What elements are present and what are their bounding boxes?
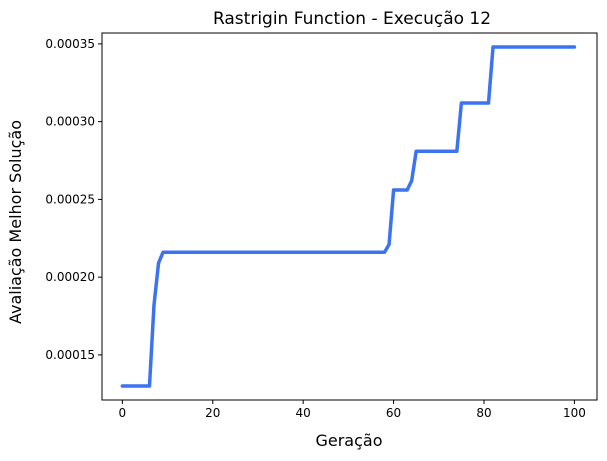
y-tick-label: 0.00015 bbox=[45, 348, 95, 362]
plot-background bbox=[102, 33, 597, 400]
x-tick-label: 40 bbox=[296, 406, 311, 420]
y-tick-label: 0.00020 bbox=[45, 270, 95, 284]
y-axis: 0.00015 0.00020 0.00025 0.00030 0.00035 bbox=[45, 37, 102, 362]
x-tick-label: 0 bbox=[119, 406, 127, 420]
x-axis: 0 20 40 60 80 100 bbox=[119, 400, 586, 420]
x-tick-label: 100 bbox=[563, 406, 586, 420]
x-tick-label: 60 bbox=[386, 406, 401, 420]
y-tick-label: 0.00035 bbox=[45, 37, 95, 51]
y-tick-label: 0.00025 bbox=[45, 192, 95, 206]
plot-area: 0 20 40 60 80 100 0.00015 0.00020 0.00025 0.0003… bbox=[45, 32, 598, 420]
plot-border bbox=[101, 32, 598, 401]
series-line bbox=[120, 45, 577, 388]
series-layer bbox=[120, 45, 577, 388]
chart-title: Rastrigin Function - Execução 12 bbox=[213, 9, 491, 29]
y-axis-label: Avaliação Melhor Solução bbox=[6, 120, 25, 324]
x-tick-label: 20 bbox=[205, 406, 220, 420]
y-tick-label: 0.00030 bbox=[45, 115, 95, 129]
x-tick-label: 80 bbox=[476, 406, 491, 420]
x-axis-label: Geração bbox=[315, 431, 382, 450]
